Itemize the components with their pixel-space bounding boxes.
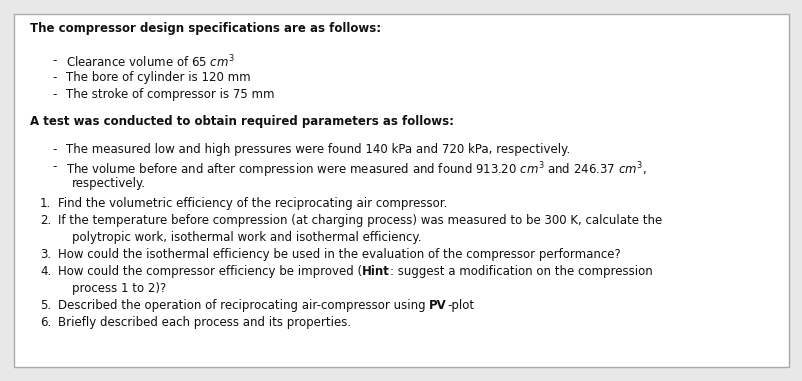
Text: How could the compressor efficiency be improved (: How could the compressor efficiency be i… [58, 265, 362, 278]
Text: process 1 to 2)?: process 1 to 2)? [72, 282, 166, 295]
Text: Clearance volume of 65 $cm^3$: Clearance volume of 65 $cm^3$ [66, 54, 234, 70]
Text: : suggest a modification on the compression: : suggest a modification on the compress… [390, 265, 652, 278]
Text: 3.: 3. [40, 248, 51, 261]
Text: The compressor design specifications are as follows:: The compressor design specifications are… [30, 22, 381, 35]
Text: Find the volumetric efficiency of the reciprocating air compressor.: Find the volumetric efficiency of the re… [58, 197, 447, 210]
Text: The measured low and high pressures were found 140 kPa and 720 kPa, respectively: The measured low and high pressures were… [66, 143, 569, 156]
FancyBboxPatch shape [14, 14, 788, 367]
Text: PV: PV [429, 299, 447, 312]
Text: -: - [52, 143, 56, 156]
Text: The volume before and after compression were measured and found 913.20 $cm^3$ an: The volume before and after compression … [66, 160, 646, 179]
Text: 5.: 5. [40, 299, 51, 312]
Text: 4.: 4. [40, 265, 51, 278]
Text: -: - [52, 71, 56, 84]
Text: Described the operation of reciprocating air-compressor using: Described the operation of reciprocating… [58, 299, 429, 312]
Text: respectively.: respectively. [72, 177, 146, 190]
Text: polytropic work, isothermal work and isothermal efficiency.: polytropic work, isothermal work and iso… [72, 231, 421, 244]
Text: How could the isothermal efficiency be used in the evaluation of the compressor : How could the isothermal efficiency be u… [58, 248, 620, 261]
Text: If the temperature before compression (at charging process) was measured to be 3: If the temperature before compression (a… [58, 214, 662, 227]
Text: -: - [52, 160, 56, 173]
Text: 6.: 6. [40, 316, 51, 329]
Text: -: - [52, 88, 56, 101]
Text: 2.: 2. [40, 214, 51, 227]
Text: A test was conducted to obtain required parameters as follows:: A test was conducted to obtain required … [30, 115, 453, 128]
Text: -: - [52, 54, 56, 67]
Text: Hint: Hint [362, 265, 390, 278]
Text: -plot: -plot [447, 299, 474, 312]
Text: 1.: 1. [40, 197, 51, 210]
Text: The bore of cylinder is 120 mm: The bore of cylinder is 120 mm [66, 71, 250, 84]
Text: Briefly described each process and its properties.: Briefly described each process and its p… [58, 316, 350, 329]
Text: The stroke of compressor is 75 mm: The stroke of compressor is 75 mm [66, 88, 274, 101]
